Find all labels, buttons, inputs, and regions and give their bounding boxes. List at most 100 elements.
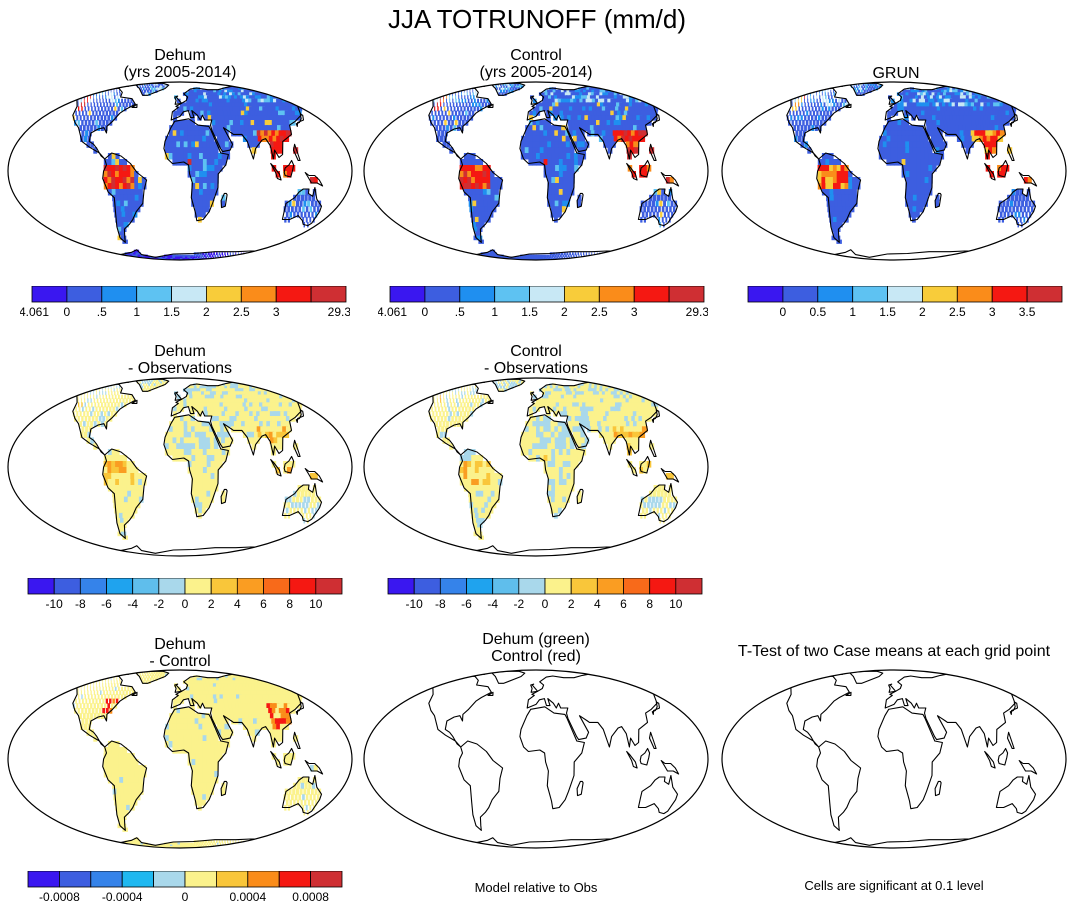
colorbar-swatch	[544, 578, 572, 595]
colorbar-label: .5	[97, 305, 107, 319]
colorbar-swatch	[27, 871, 60, 888]
colorbar-dehum: -4.061 0 .5 1 1.5 2 2.5 3 29.354	[20, 286, 350, 319]
colorbar-swatch	[623, 578, 651, 595]
map-control-obs	[363, 377, 709, 557]
colorbar-label: 1.5	[163, 305, 180, 319]
colorbar-label: 1.5	[521, 305, 538, 319]
colorbar-swatch	[236, 578, 264, 595]
coastline	[413, 378, 693, 556]
colorbar-label: 8	[286, 597, 293, 611]
colorbar-swatch	[387, 578, 415, 595]
colorbar-swatch	[158, 578, 186, 595]
colorbar-label: 2	[919, 305, 926, 319]
colorbar-swatch	[79, 578, 107, 595]
colorbar-label: -4.061	[378, 305, 407, 319]
colorbar-swatch	[184, 578, 212, 595]
title-line: - Control	[149, 653, 211, 670]
colorbar-swatch	[598, 286, 635, 303]
colorbar-swatch	[529, 286, 565, 303]
colorbar-label: -0.0004	[102, 890, 143, 904]
colorbar-swatch	[101, 286, 138, 303]
colorbar-swatch	[31, 286, 68, 303]
colorbar-dehum-obs: -10 -8 -6 -4 -2 0 2 4 6 8 10	[27, 578, 343, 611]
colorbar-swatch	[247, 871, 280, 888]
colorbar-label: 3	[989, 305, 996, 319]
title-line: T-Test of two Case means at each grid po…	[737, 643, 1051, 660]
colorbar-swatch	[494, 286, 530, 303]
colorbar-swatch	[171, 286, 207, 303]
panel-title-dehum: Dehum (yrs 2005-2014)	[5, 47, 355, 81]
colorbar-swatch	[315, 578, 343, 595]
colorbar-label: 3	[631, 305, 638, 319]
colorbar-label: 0	[542, 597, 549, 611]
colorbar-label: 1	[491, 305, 498, 319]
colorbar-swatch	[459, 286, 496, 303]
colorbar-swatch	[817, 286, 854, 303]
title-line: Control	[510, 343, 562, 360]
map-cells	[57, 670, 333, 848]
colorbar-swatch	[184, 871, 217, 888]
colorbar-swatch	[596, 578, 624, 595]
map-frame	[7, 81, 353, 261]
colorbar-swatch	[991, 286, 1028, 303]
map-grun	[721, 81, 1067, 261]
title-line: - Observations	[127, 360, 233, 377]
map-frame	[7, 669, 353, 849]
title-line: Dehum	[154, 343, 206, 360]
title-line: Dehum (green)	[482, 631, 590, 648]
map-frame	[363, 377, 709, 557]
coastline	[413, 670, 693, 848]
colorbar-swatch	[570, 578, 598, 595]
main-title: JJA TOTRUNOFF (mm/d)	[387, 4, 687, 34]
colorbar-swatch	[747, 286, 784, 303]
colorbar-label: 1	[849, 305, 856, 319]
coastline	[771, 670, 1051, 848]
colorbar-label: 29.354	[686, 305, 708, 319]
colorbar-label: -6	[461, 597, 472, 611]
colorbar-swatch	[132, 578, 160, 595]
colorbar-label: -2	[513, 597, 524, 611]
colorbar-control: -4.061 0 .5 1 1.5 2 2.5 3 29.354	[378, 286, 708, 319]
colorbar-swatch	[275, 286, 312, 303]
colorbar-label: -4	[487, 597, 498, 611]
colorbar-swatch	[956, 286, 993, 303]
colorbar-swatch	[215, 871, 249, 888]
colorbar-label: -6	[101, 597, 112, 611]
coastline	[771, 82, 1051, 260]
panel-title-ttest: T-Test of two Case means at each grid po…	[716, 643, 1072, 660]
colorbar-swatch	[289, 578, 317, 595]
colorbar-swatch	[424, 286, 461, 303]
colorbar-label: 0.5	[809, 305, 826, 319]
title-line: Dehum	[154, 636, 206, 653]
title-line: (yrs 2005-2014)	[123, 64, 237, 81]
colorbar-swatch	[439, 578, 467, 595]
colorbar-label: 1.5	[879, 305, 896, 319]
colorbar-label: -10	[46, 597, 64, 611]
map-frame	[7, 377, 353, 557]
colorbar-label: 4	[594, 597, 601, 611]
map-cells	[413, 82, 689, 260]
colorbar-label: 0	[182, 890, 189, 904]
colorbar-swatch	[518, 578, 546, 595]
map-frame	[363, 669, 709, 849]
colorbar-swatch	[1026, 286, 1063, 303]
colorbar-label: 0	[780, 305, 787, 319]
colorbar-label: -8	[435, 597, 446, 611]
map-cells	[413, 378, 689, 540]
colorbar-label: 6	[620, 597, 627, 611]
colorbar-swatch	[278, 871, 312, 888]
colorbar-dehum-control: -0.0008 -0.0004 0 0.0004 0.0008	[27, 871, 343, 904]
panel-title-dehum-obs: Dehum - Observations	[5, 343, 355, 377]
colorbar-swatch	[466, 578, 494, 595]
colorbar-swatch	[633, 286, 670, 303]
colorbar-label: .5	[455, 305, 465, 319]
colorbar-label: -4	[127, 597, 138, 611]
colorbar-label: 2	[561, 305, 568, 319]
colorbar-swatch	[310, 871, 343, 888]
colorbar-label: 1	[133, 305, 140, 319]
colorbar-label: -2	[153, 597, 164, 611]
colorbar-swatch	[310, 286, 347, 303]
colorbar-swatch	[389, 286, 426, 303]
colorbar-swatch	[153, 871, 186, 888]
colorbar-label: 2.5	[233, 305, 250, 319]
